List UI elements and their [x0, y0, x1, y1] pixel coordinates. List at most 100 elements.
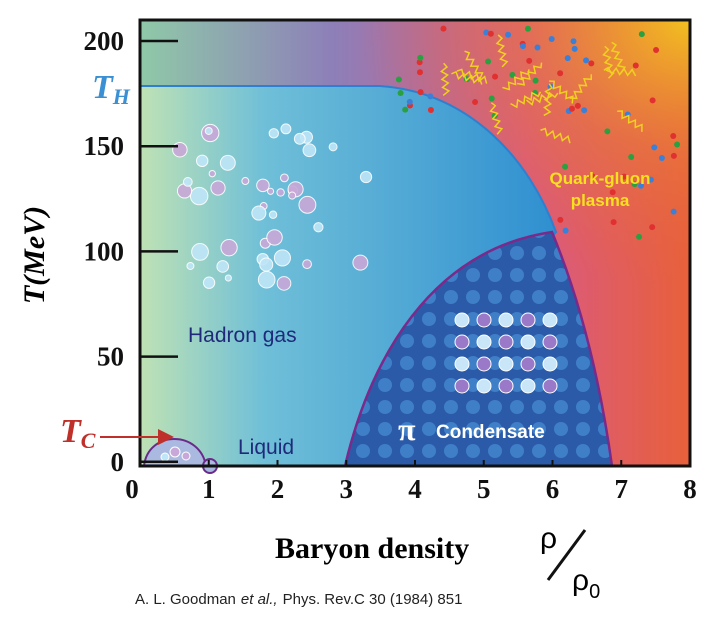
unit-denominator: ρ0 [572, 564, 600, 603]
quark [564, 55, 571, 62]
quark [505, 31, 512, 38]
lattice-particle [454, 334, 470, 350]
quark [483, 29, 490, 36]
condensate-region [343, 230, 614, 468]
hadron-particle [352, 254, 369, 271]
gluon [456, 68, 488, 84]
hadron-particle [220, 239, 238, 257]
hadron-particle [268, 128, 279, 139]
gluon [610, 41, 627, 74]
quark [588, 60, 595, 67]
y-tick-label: 0 [111, 447, 125, 477]
quark [427, 106, 434, 113]
plot [138, 18, 692, 474]
gluon [502, 69, 530, 91]
quark [416, 59, 423, 66]
hadron-particle [280, 123, 292, 135]
lattice-particle [520, 378, 536, 394]
quark [651, 144, 658, 151]
condensate-label: Condensate [436, 422, 545, 443]
quark [562, 163, 569, 170]
hadron-particle [195, 154, 209, 168]
x-tick-label: 7 [615, 474, 629, 504]
lattice-particle [476, 356, 492, 372]
lattice-particle [542, 356, 558, 372]
hadron-particle [302, 259, 312, 270]
quark [609, 189, 616, 196]
gluon [525, 91, 559, 106]
gluon [549, 80, 574, 104]
lattice-particle [498, 356, 514, 372]
hadron-particle [259, 257, 274, 272]
quark [402, 106, 409, 113]
lattice-particle [498, 312, 514, 328]
quark [636, 233, 643, 240]
quark [653, 47, 660, 54]
y-tick-label: 200 [84, 26, 125, 56]
quark [632, 62, 639, 69]
gluon [510, 91, 542, 109]
quark [631, 181, 638, 188]
quark [417, 54, 424, 61]
liquid-label: Liquid [238, 436, 294, 459]
quark [647, 176, 654, 183]
hadron-particle [251, 205, 267, 221]
lattice-particle [454, 312, 470, 328]
x-tick-label: 3 [340, 474, 354, 504]
hadron-particle [224, 274, 232, 282]
qgp-line-1: Quark-gluon [549, 169, 650, 188]
hadron-particle [293, 132, 306, 145]
lattice-particle [476, 378, 492, 394]
quark [487, 30, 494, 37]
particles [160, 25, 681, 462]
gluon [540, 127, 571, 144]
y-tick-label: 100 [84, 236, 125, 266]
hadron-particle [279, 173, 289, 183]
y-tick-label: 150 [84, 131, 125, 161]
th-symbol: T [92, 69, 114, 106]
lattice-particle [476, 334, 492, 350]
lattice-particle [476, 312, 492, 328]
th-label: TH [92, 69, 131, 109]
x-axis-label: Baryon density [275, 532, 469, 565]
quark [472, 99, 479, 106]
x-tick-label: 6 [546, 474, 560, 504]
unit-subscript: 0 [589, 581, 600, 603]
hadron-particle [268, 210, 278, 219]
quark [557, 216, 564, 223]
hadron-particle [276, 276, 292, 291]
quark [589, 173, 596, 180]
quark [638, 31, 645, 38]
gluon [569, 74, 593, 100]
gluon [543, 83, 554, 117]
quark [628, 153, 635, 160]
tc-symbol: T [60, 413, 82, 450]
unit-numerator: ρ [540, 522, 557, 555]
hadron-label: Hadron gas [188, 324, 297, 347]
gluon [603, 66, 637, 77]
hadron-particle [266, 229, 283, 246]
hadron-particle [191, 243, 209, 261]
quark [621, 173, 628, 180]
hadron-particle [202, 276, 216, 289]
x-tick-label: 5 [477, 474, 491, 504]
quark [638, 182, 645, 189]
y-axis-label: T(MeV) [18, 206, 51, 304]
quark [526, 57, 533, 64]
quark [406, 98, 413, 105]
quark [397, 90, 404, 97]
lattice-particle [498, 378, 514, 394]
x-tick-label: 8 [683, 474, 697, 504]
quark [488, 95, 495, 102]
unit-slash [546, 529, 587, 581]
liquid-particle [181, 451, 191, 461]
hadron-particle [276, 188, 285, 197]
quark [417, 89, 424, 96]
citation-authors: A. L. Goodman [135, 591, 236, 608]
hadron-particle [186, 261, 195, 270]
lattice-particle [542, 378, 558, 394]
hadron-particle [241, 177, 250, 185]
hadron-particle [257, 270, 276, 289]
tc-subscript: C [81, 428, 96, 453]
